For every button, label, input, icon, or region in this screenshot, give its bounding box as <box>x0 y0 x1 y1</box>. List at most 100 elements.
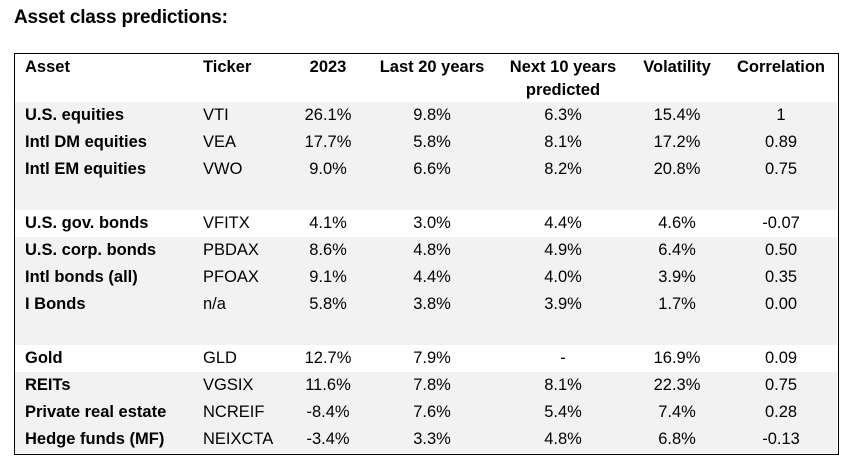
asset-table: Asset Ticker 2023 Last 20 years Next 10 … <box>14 53 839 455</box>
page-title: Asset class predictions: <box>14 7 228 28</box>
cell-asset: Intl bonds (all) <box>25 268 138 286</box>
cell-next-10-years: 6.3% <box>544 106 582 124</box>
cell-correlation: 0.50 <box>764 241 798 259</box>
header-asset: Asset <box>25 58 70 76</box>
header-next-10-years-predicted: predicted <box>525 81 601 99</box>
header-next-10-years: Next 10 years <box>509 58 617 76</box>
cell-correlation: 0.28 <box>764 403 798 421</box>
table-row: Intl DM equities VEA 17.7% 5.8% 8.1% 17.2% 0.8… <box>15 129 837 156</box>
cell-2023: 9.0% <box>309 160 347 178</box>
table-row: U.S. gov. bonds VFITX 4.1% 3.0% 4.4% 4.6% -0.0… <box>15 210 837 237</box>
cell-volatility: 15.4% <box>653 106 701 124</box>
table-row: U.S. corp. bonds PBDAX 8.6% 4.8% 4.9% 6.4% 0.5… <box>15 237 837 264</box>
cell-asset: Private real estate <box>25 403 167 421</box>
cell-ticker: VTI <box>203 106 229 124</box>
cell-volatility: 20.8% <box>653 160 701 178</box>
cell-asset: I Bonds <box>25 295 86 313</box>
cell-asset: Gold <box>25 349 63 367</box>
cell-next-10-years: 4.8% <box>544 430 582 448</box>
cell-2023: -3.4% <box>306 430 350 448</box>
cell-ticker: NCREIF <box>203 403 265 421</box>
cell-next-10-years: 4.0% <box>544 268 582 286</box>
cell-correlation: 0.00 <box>764 295 798 313</box>
cell-asset: Intl EM equities <box>25 160 147 178</box>
cell-ticker: VGSIX <box>203 376 254 394</box>
cell-ticker: VFITX <box>203 214 250 232</box>
cell-ticker: NEIXCTA <box>203 430 274 448</box>
cell-volatility: 22.3% <box>653 376 701 394</box>
cell-last-20-years: 9.8% <box>413 106 451 124</box>
header-2023: 2023 <box>309 58 347 76</box>
table-row: Intl EM equities VWO 9.0% 6.6% 8.2% 20.8% 0.75 <box>15 156 837 183</box>
cell-next-10-years: 8.1% <box>544 376 582 394</box>
cell-correlation: 0.35 <box>764 268 798 286</box>
header-volatility: Volatility <box>643 58 711 76</box>
cell-next-10-years: 3.9% <box>544 295 582 313</box>
cell-ticker: PBDAX <box>203 241 259 259</box>
cell-ticker: VEA <box>203 133 237 151</box>
cell-2023: 12.7% <box>304 349 352 367</box>
cell-volatility: 16.9% <box>653 349 701 367</box>
cell-asset: REITs <box>25 376 71 394</box>
cell-ticker: VWO <box>203 160 243 178</box>
cell-2023: 26.1% <box>304 106 352 124</box>
header-correlation: Correlation <box>736 58 826 76</box>
header-last-20-years: Last 20 years <box>379 58 485 76</box>
cell-volatility: 3.9% <box>658 268 696 286</box>
cell-2023: 4.1% <box>309 214 347 232</box>
cell-ticker: n/a <box>203 295 226 313</box>
cell-last-20-years: 5.8% <box>413 133 451 151</box>
cell-correlation: -0.13 <box>762 430 800 448</box>
table-header: Asset Ticker 2023 Last 20 years Next 10 … <box>15 54 837 102</box>
cell-2023: 11.6% <box>305 376 351 394</box>
cell-correlation: 0.75 <box>764 376 798 394</box>
cell-next-10-years: - <box>560 349 566 367</box>
cell-last-20-years: 4.8% <box>413 241 451 259</box>
cell-asset: Intl DM equities <box>25 133 147 151</box>
cell-next-10-years: 8.2% <box>544 160 582 178</box>
cell-ticker: PFOAX <box>203 268 259 286</box>
cell-last-20-years: 4.4% <box>413 268 451 286</box>
cell-next-10-years: 4.9% <box>544 241 582 259</box>
cell-asset: U.S. equities <box>25 106 125 124</box>
cell-asset: Hedge funds (MF) <box>25 430 165 448</box>
table-row: U.S. equities VTI 26.1% 9.8% 6.3% 15.4% 1 <box>15 102 837 129</box>
cell-next-10-years: 5.4% <box>544 403 582 421</box>
spacer-row <box>15 183 837 210</box>
cell-2023: 9.1% <box>309 268 347 286</box>
cell-last-20-years: 7.9% <box>413 349 451 367</box>
table-row: Private real estate NCREIF -8.4% 7.6% 5.4% 7.… <box>15 399 837 426</box>
cell-2023: 5.8% <box>309 295 347 313</box>
cell-2023: -8.4% <box>306 403 350 421</box>
cell-correlation: 0.09 <box>764 349 798 367</box>
cell-next-10-years: 8.1% <box>544 133 582 151</box>
cell-last-20-years: 3.0% <box>413 214 451 232</box>
cell-last-20-years: 7.6% <box>413 403 451 421</box>
cell-volatility: 17.2% <box>653 133 701 151</box>
table-row: Gold GLD 12.7% 7.9% - 16.9% 0.09 <box>15 345 837 372</box>
table-row: I Bonds n/a 5.8% 3.8% 3.9% 1.7% 0.00 <box>15 291 837 318</box>
cell-volatility: 7.4% <box>658 403 696 421</box>
header-ticker: Ticker <box>203 58 252 76</box>
cell-volatility: 6.4% <box>658 241 696 259</box>
cell-next-10-years: 4.4% <box>544 214 582 232</box>
cell-volatility: 6.8% <box>658 430 696 448</box>
cell-last-20-years: 7.8% <box>413 376 451 394</box>
cell-asset: U.S. corp. bonds <box>25 241 157 259</box>
cell-last-20-years: 3.3% <box>413 430 451 448</box>
cell-volatility: 4.6% <box>658 214 696 232</box>
table-row: REITs VGSIX 11.6% 7.8% 8.1% 22.3% 0.75 <box>15 372 837 399</box>
cell-correlation: 1 <box>776 106 786 124</box>
cell-asset: U.S. gov. bonds <box>25 214 149 232</box>
cell-2023: 17.7% <box>304 133 352 151</box>
cell-correlation: 0.75 <box>764 160 798 178</box>
spacer-row <box>15 318 837 345</box>
cell-2023: 8.6% <box>309 241 347 259</box>
cell-ticker: GLD <box>203 349 237 367</box>
cell-volatility: 1.7% <box>658 295 696 313</box>
table-row: Intl bonds (all) PFOAX 9.1% 4.4% 4.0% 3.9% 0.3… <box>15 264 837 291</box>
cell-correlation: -0.07 <box>762 214 800 232</box>
cell-correlation: 0.89 <box>764 133 798 151</box>
table-row: Hedge funds (MF) NEIXCTA -3.4% 3.3% 4.8% 6.8%… <box>15 426 837 453</box>
cell-last-20-years: 6.6% <box>413 160 451 178</box>
